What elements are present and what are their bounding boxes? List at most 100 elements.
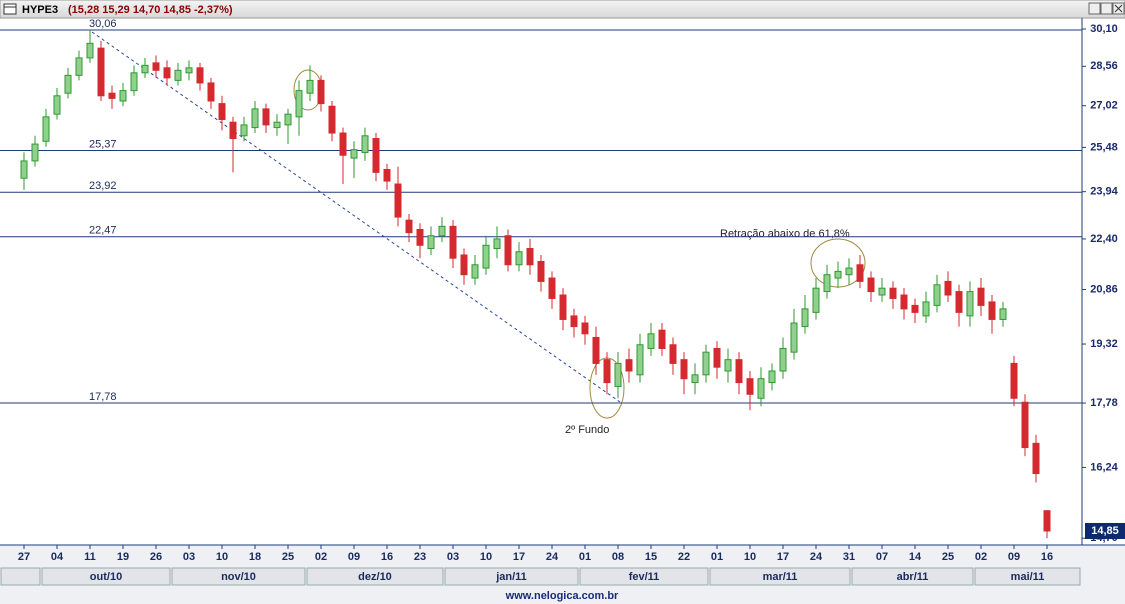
y-tick-label: 25,48 bbox=[1090, 141, 1118, 153]
candle-body bbox=[1032, 442, 1040, 475]
candle-body bbox=[647, 333, 655, 349]
candle-body bbox=[64, 74, 72, 94]
last-price-label: 14,85 bbox=[1091, 525, 1119, 537]
candle-body bbox=[383, 168, 391, 182]
candle-body bbox=[394, 183, 402, 218]
month-label: mai/11 bbox=[1011, 571, 1045, 583]
y-tick-label: 20,86 bbox=[1090, 283, 1118, 295]
candle-body bbox=[42, 116, 50, 142]
candle-body bbox=[416, 228, 424, 246]
month-label: nov/10 bbox=[221, 571, 256, 583]
y-tick-label: 27,02 bbox=[1090, 100, 1118, 112]
candle-body bbox=[592, 336, 600, 364]
x-tick-label: 03 bbox=[183, 551, 195, 563]
candle-body bbox=[273, 121, 281, 129]
candle-body bbox=[163, 67, 171, 79]
candle-body bbox=[328, 105, 336, 134]
x-tick-label: 24 bbox=[810, 551, 823, 563]
candle-body bbox=[988, 301, 996, 320]
candle-body bbox=[537, 260, 545, 282]
x-tick-label: 09 bbox=[1008, 551, 1020, 563]
month-cell bbox=[974, 567, 1081, 586]
symbol: HYPE3 bbox=[22, 4, 58, 16]
x-tick-label: 25 bbox=[942, 551, 954, 563]
candle-body bbox=[757, 378, 765, 399]
candle-body bbox=[75, 57, 83, 76]
candle-body bbox=[339, 132, 347, 156]
y-tick-label: 22,40 bbox=[1090, 233, 1118, 245]
month-cell bbox=[41, 567, 171, 586]
candle-body bbox=[152, 62, 160, 71]
x-tick-label: 07 bbox=[876, 551, 888, 563]
window-icon bbox=[3, 3, 17, 15]
month-label: mar/11 bbox=[763, 571, 798, 583]
month-label: abr/11 bbox=[897, 571, 929, 583]
candle-body bbox=[31, 143, 39, 162]
y-tick-label: 30,10 bbox=[1090, 23, 1118, 35]
candle-body bbox=[834, 270, 842, 279]
x-tick-label: 16 bbox=[381, 551, 393, 563]
x-tick-label: 25 bbox=[282, 551, 294, 563]
quote: (15,28 15,29 14,70 14,85 -2,37%) bbox=[68, 4, 233, 16]
x-tick-label: 17 bbox=[513, 551, 525, 563]
x-tick-label: 08 bbox=[612, 551, 624, 563]
level-label: 17,78 bbox=[89, 391, 117, 403]
candle-body bbox=[295, 90, 303, 118]
candle-body bbox=[229, 121, 237, 140]
level-label: 30,06 bbox=[89, 18, 117, 30]
candle-body bbox=[581, 322, 589, 335]
candle-body bbox=[196, 67, 204, 84]
candle-body bbox=[702, 351, 710, 376]
x-tick-label: 10 bbox=[744, 551, 756, 563]
candle-body bbox=[460, 254, 468, 276]
candle-body bbox=[977, 287, 985, 306]
month-cell bbox=[306, 567, 444, 586]
month-cell bbox=[0, 567, 41, 586]
month-cell bbox=[579, 567, 709, 586]
candle-body bbox=[526, 248, 534, 266]
candle-body bbox=[97, 47, 105, 97]
x-tick-label: 02 bbox=[315, 551, 327, 563]
month-label: out/10 bbox=[90, 571, 122, 583]
candle-body bbox=[471, 264, 479, 279]
x-tick-label: 17 bbox=[777, 551, 789, 563]
candle-body bbox=[955, 291, 963, 313]
candle-body bbox=[1043, 510, 1051, 532]
x-tick-label: 18 bbox=[249, 551, 261, 563]
candle-body bbox=[174, 69, 182, 81]
candle-body bbox=[625, 359, 633, 372]
x-tick-label: 19 bbox=[117, 551, 129, 563]
candle-body bbox=[515, 251, 523, 266]
candle-body bbox=[823, 274, 831, 293]
candle-body bbox=[438, 225, 446, 237]
candle-body bbox=[801, 308, 809, 328]
candle-body bbox=[746, 378, 754, 395]
y-tick-label: 23,94 bbox=[1090, 186, 1118, 198]
candle-body bbox=[900, 294, 908, 310]
candle-body bbox=[207, 82, 215, 102]
candle-body bbox=[669, 344, 677, 364]
maximize-button[interactable] bbox=[1100, 2, 1113, 15]
candle-body bbox=[724, 359, 732, 372]
candle-body bbox=[790, 322, 798, 353]
x-tick-label: 14 bbox=[909, 551, 922, 563]
y-tick-label: 28,56 bbox=[1090, 60, 1118, 72]
candle-body bbox=[130, 72, 138, 92]
candle-body bbox=[603, 359, 611, 384]
candle-body bbox=[141, 64, 149, 74]
x-tick-label: 10 bbox=[216, 551, 228, 563]
candle-body bbox=[493, 238, 501, 250]
x-tick-label: 26 bbox=[150, 551, 162, 563]
candle-body bbox=[240, 124, 248, 137]
candle-body bbox=[284, 113, 292, 126]
candle-body bbox=[20, 160, 28, 179]
candle-body bbox=[372, 138, 380, 173]
x-tick-label: 01 bbox=[711, 551, 723, 563]
title-bar bbox=[0, 0, 1125, 19]
minimize-button[interactable] bbox=[1088, 2, 1101, 15]
x-tick-label: 02 bbox=[975, 551, 987, 563]
x-tick-label: 09 bbox=[348, 551, 360, 563]
candle-body bbox=[878, 287, 886, 296]
candle-body bbox=[779, 347, 787, 372]
